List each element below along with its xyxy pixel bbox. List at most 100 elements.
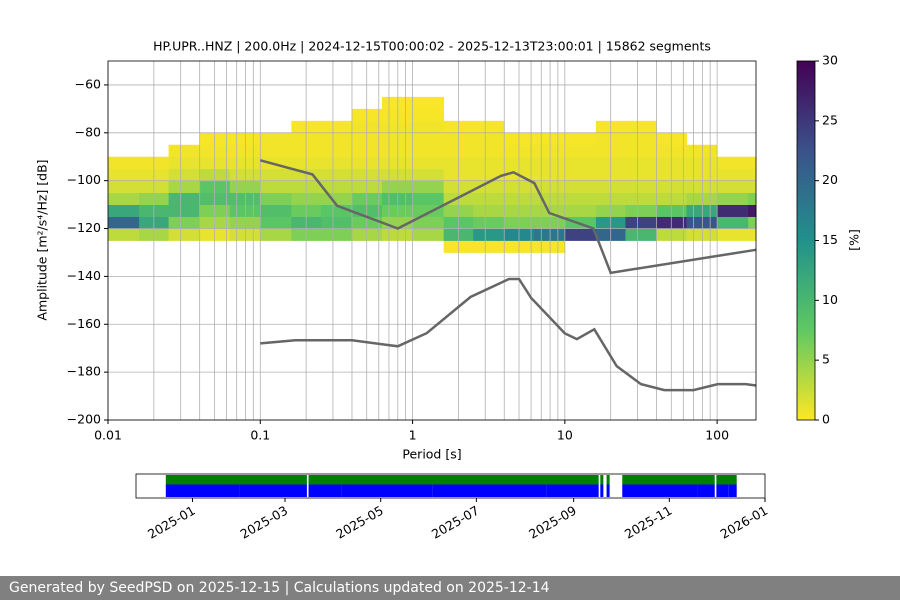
psd-cell	[260, 168, 292, 182]
psd-cell	[199, 144, 231, 158]
psd-cell	[168, 192, 201, 205]
psd-cell	[564, 144, 597, 158]
x-tick-label: 2025-09	[526, 503, 579, 542]
colorbar-tick-label: 20	[822, 172, 838, 187]
psd-cell	[199, 204, 231, 217]
coverage-segment	[697, 484, 715, 497]
y-tick-label: −200	[67, 412, 101, 427]
coverage-segment	[716, 484, 729, 497]
x-tick-label: 2025-05	[333, 503, 386, 542]
psd-cell	[504, 97, 534, 109]
chart-title: HP.UPR..HNZ | 200.0Hz | 2024-12-15T00:00…	[153, 39, 711, 54]
psd-cell	[565, 241, 596, 253]
psd-cell	[169, 241, 200, 253]
psd-cell	[625, 180, 657, 194]
y-tick-label: −60	[75, 76, 101, 91]
psd-cell	[108, 145, 139, 157]
psd-cell	[625, 192, 657, 205]
psd-cell	[473, 97, 504, 109]
colorbar-tick-label: 30	[822, 53, 838, 68]
psd-cell	[199, 132, 231, 146]
psd-cell	[473, 156, 505, 170]
psd-cell	[351, 144, 383, 158]
psd-cell	[260, 241, 291, 253]
psd-cell	[260, 144, 292, 158]
psd-cell	[748, 97, 756, 109]
psd-cell	[351, 156, 383, 170]
psd-cell	[473, 132, 505, 146]
x-tick-label: 0.01	[94, 428, 122, 443]
psd-cell	[412, 192, 445, 205]
coverage-segment	[606, 475, 610, 485]
x-axis-label: Period [s]	[402, 447, 461, 462]
psd-cell	[625, 204, 657, 217]
psd-cell	[108, 204, 140, 217]
psd-cell	[352, 241, 382, 253]
psd-cell	[351, 192, 383, 205]
psd-cell	[656, 168, 687, 182]
coverage-segment	[622, 475, 715, 485]
psd-cell	[320, 144, 353, 158]
x-tick-label: 2025-07	[429, 503, 482, 542]
psd-cell	[108, 133, 139, 145]
colorbar	[796, 60, 816, 421]
psd-cell	[564, 132, 597, 146]
psd-cell	[473, 180, 505, 194]
psd-cell	[412, 120, 445, 134]
psd-cell	[351, 108, 383, 122]
psd-cell	[200, 97, 230, 109]
psd-cell	[656, 192, 687, 205]
x-tick-label: 2025-11	[622, 503, 675, 542]
psd-cell	[412, 96, 445, 110]
psd-cell	[473, 192, 505, 205]
footer: Generated by SeedPSD on 2025-12-15 | Cal…	[0, 576, 900, 600]
coverage-segment	[600, 475, 604, 485]
psd-cell	[412, 168, 445, 182]
x-tick-label: 2026-01	[718, 503, 771, 542]
psd-cell	[168, 156, 201, 170]
psd-cell	[748, 228, 757, 241]
psd-cell	[656, 228, 687, 241]
psd-cell	[260, 204, 292, 217]
psd-cell	[625, 132, 657, 146]
psd-cell	[748, 180, 757, 194]
psd-cell	[260, 132, 292, 146]
psd-cell	[504, 121, 534, 133]
psd-cell	[504, 192, 535, 205]
psd-cell	[717, 228, 749, 241]
colorbar-tick-label: 10	[822, 292, 838, 307]
psd-cell	[748, 156, 757, 170]
coverage-segment	[165, 484, 240, 497]
y-tick-label: −80	[75, 124, 101, 139]
psd-cell	[656, 204, 687, 217]
psd-cell	[473, 144, 505, 158]
psd-cell	[351, 204, 383, 217]
coverage-segment	[728, 484, 737, 497]
psd-cell	[260, 216, 292, 229]
psd-cell	[200, 241, 230, 253]
psd-cell	[199, 216, 231, 229]
psd-cell	[564, 228, 597, 241]
psd-cell	[260, 109, 291, 121]
psd-cell	[473, 240, 505, 253]
psd-cell	[168, 144, 201, 158]
psd-cell	[108, 121, 139, 133]
psd-cell	[169, 97, 200, 109]
psd-cell	[199, 228, 231, 241]
psd-cell	[748, 133, 756, 145]
psd-cell	[320, 156, 353, 170]
psd-cell	[108, 228, 140, 241]
noise-model-line	[259, 159, 757, 275]
psd-cell	[748, 168, 757, 182]
psd-cell	[412, 132, 445, 146]
psd-cell	[108, 180, 140, 194]
psd-cell	[504, 204, 535, 217]
y-axis-label: Amplitude [m²/s⁴/Hz] [dB]	[35, 159, 50, 320]
psd-cell	[657, 121, 687, 133]
psd-cell	[717, 145, 748, 157]
psd-cell	[748, 216, 757, 229]
psd-cell	[625, 168, 657, 182]
psd-cell	[717, 121, 748, 133]
psd-cell	[199, 180, 231, 194]
